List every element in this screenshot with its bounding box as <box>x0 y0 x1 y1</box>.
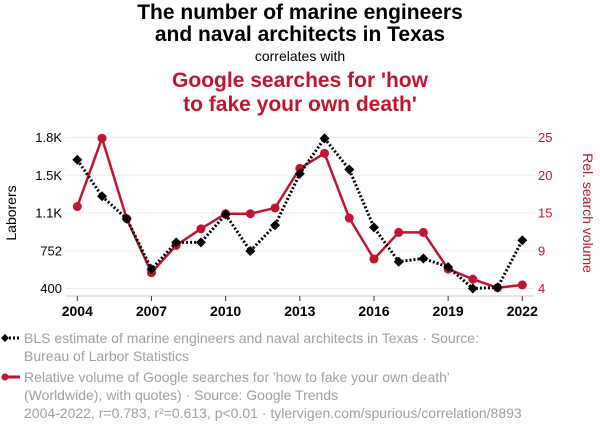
chart-subtitle: Google searches for 'how to fake your ow… <box>0 69 600 117</box>
data-point-marine-engineers <box>245 245 256 256</box>
data-point-search-volume <box>369 254 379 264</box>
data-point-marine-engineers <box>368 222 379 233</box>
data-point-marine-engineers <box>443 262 454 273</box>
x-axis-ticks: 2004 2007 2010 2013 2016 2019 2022 <box>62 296 538 319</box>
y-left-tick-label: 400 <box>40 281 62 296</box>
data-point-marine-engineers <box>220 209 231 220</box>
data-point-search-volume <box>196 224 206 234</box>
data-point-search-volume <box>517 280 527 290</box>
legend-diamond-dotted-icon <box>1 334 20 342</box>
legend-line: BLS estimate of marine engineers and nav… <box>24 330 479 346</box>
data-point-marine-engineers <box>270 220 281 231</box>
data-point-marine-engineers <box>319 133 330 144</box>
data-point-search-volume <box>270 203 280 213</box>
data-point-marine-engineers <box>344 164 355 175</box>
x-tick-label: 2013 <box>284 303 315 319</box>
data-point-marine-engineers <box>294 168 305 179</box>
data-point-search-volume <box>468 274 478 284</box>
chart-subtitle-line-1: Google searches for 'how <box>172 69 428 92</box>
data-point-marine-engineers <box>393 256 404 267</box>
data-point-marine-engineers <box>418 253 429 264</box>
y-right-tick-label: 4 <box>538 281 545 296</box>
legend-line: (Worldwide), with quotes) · Source: Goog… <box>24 387 339 403</box>
legend-circle-line-icon <box>1 373 20 381</box>
legend-line: Bureau of Larbor Statistics <box>24 348 189 364</box>
x-tick-label: 2010 <box>210 303 241 319</box>
data-point-marine-engineers <box>467 283 478 294</box>
data-point-search-volume <box>72 202 82 212</box>
data-point-search-volume <box>97 133 107 143</box>
y-left-tick-label: 752 <box>40 243 62 258</box>
y-right-tick-label: 9 <box>538 243 545 258</box>
y-axis-right-ticks: 4 9 15 20 25 <box>538 130 552 296</box>
series-marine-engineers <box>72 133 528 294</box>
data-point-search-volume <box>418 227 428 237</box>
x-tick-label: 2007 <box>136 303 167 319</box>
y-axis-left-label: Laborers <box>3 185 19 240</box>
data-point-marine-engineers <box>146 264 157 275</box>
y-right-tick-label: 15 <box>538 206 552 221</box>
chart-title-line-2: and naval architects in Texas <box>154 23 446 46</box>
chart-subtitle-line-2: to fake your own death' <box>183 93 417 116</box>
y-left-tick-label: 1.1K <box>35 206 62 221</box>
legend-text-marine-engineers: BLS estimate of marine engineers and nav… <box>24 329 544 365</box>
legend-text-search-volume: Relative volume of Google searches for '… <box>24 368 544 404</box>
x-tick-label: 2022 <box>507 303 538 319</box>
data-point-search-volume <box>394 227 404 237</box>
chart-title: The number of marine engineers and naval… <box>0 2 600 46</box>
y-right-tick-label: 25 <box>538 130 552 145</box>
legend-line: Relative volume of Google searches for '… <box>24 369 450 385</box>
y-axis-right-label: Rel. search volume <box>580 153 596 273</box>
data-point-marine-engineers <box>517 235 528 246</box>
x-tick-label: 2019 <box>433 303 464 319</box>
data-point-marine-engineers <box>171 237 182 248</box>
y-axis-left-ticks: 400 752 1.1K 1.5K 1.8K <box>35 130 62 296</box>
y-left-tick-label: 1.5K <box>35 168 62 183</box>
data-point-marine-engineers <box>72 154 83 165</box>
data-point-marine-engineers <box>492 282 503 293</box>
data-point-search-volume <box>245 209 255 219</box>
data-point-marine-engineers <box>97 191 108 202</box>
footer-stats[interactable]: 2004-2022, r=0.783, r²=0.613, p<0.01 · t… <box>24 405 522 421</box>
data-point-search-volume <box>320 148 330 158</box>
data-point-marine-engineers <box>121 213 132 224</box>
y-left-tick-label: 1.8K <box>35 130 62 145</box>
data-point-search-volume <box>344 213 354 223</box>
y-right-tick-label: 20 <box>538 168 552 183</box>
x-tick-label: 2004 <box>62 303 93 319</box>
correlates-with-label: correlates with <box>254 48 346 64</box>
chart-title-line-1: The number of marine engineers <box>137 1 463 24</box>
gridlines <box>66 137 534 289</box>
chart-plot: 2004 2007 2010 2013 2016 2019 2022 400 752 1.1K 1… <box>3 130 596 319</box>
data-point-marine-engineers <box>195 237 206 248</box>
x-tick-label: 2016 <box>358 303 389 319</box>
